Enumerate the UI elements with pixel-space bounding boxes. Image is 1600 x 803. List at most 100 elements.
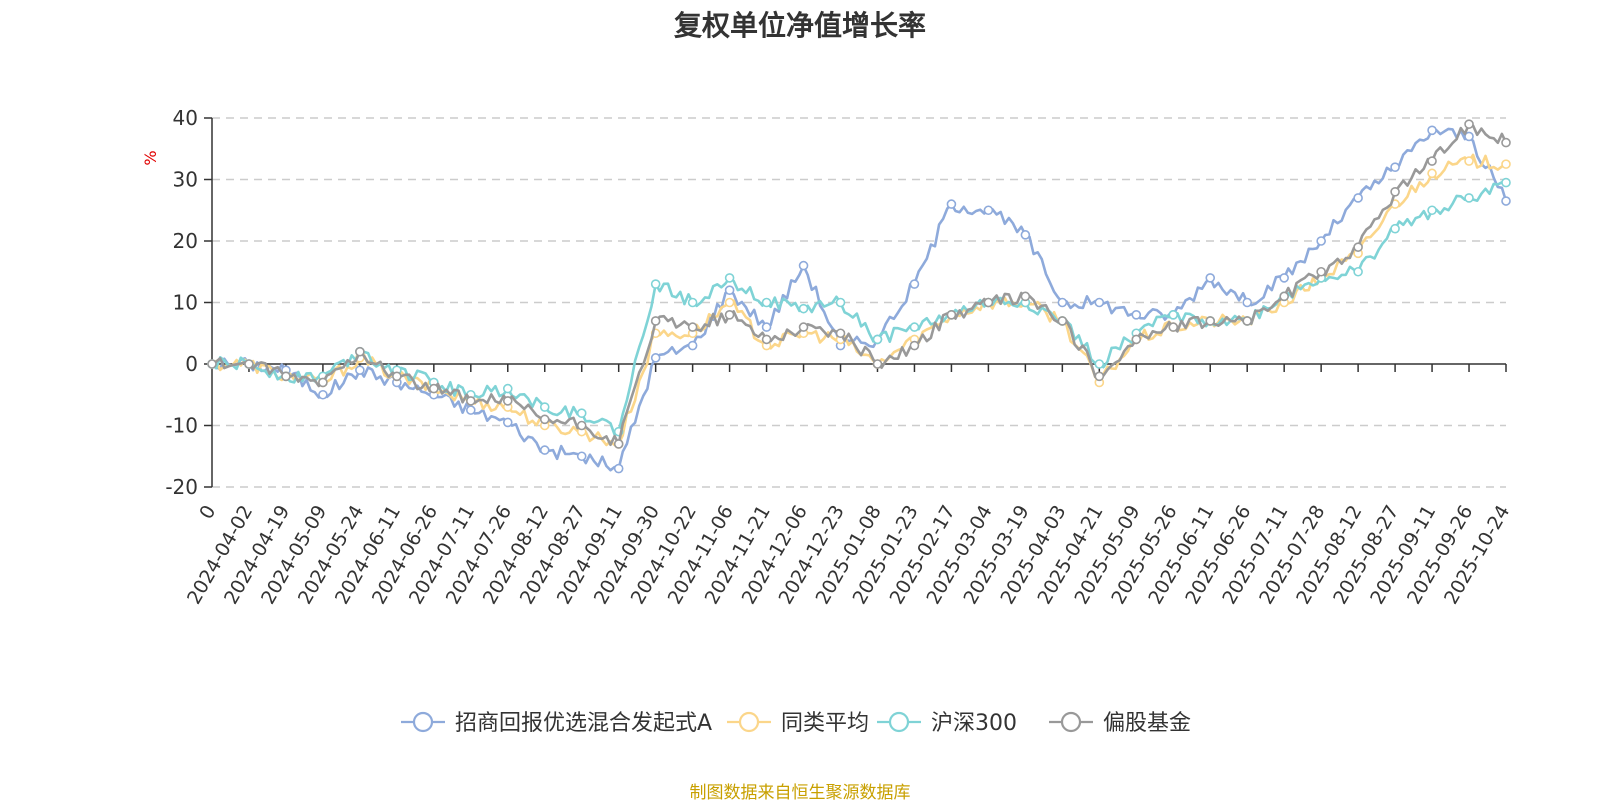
data-point bbox=[909, 279, 920, 289]
data-point bbox=[983, 205, 994, 216]
data-point bbox=[1057, 316, 1068, 326]
data-point bbox=[429, 383, 439, 394]
data-point bbox=[835, 297, 846, 308]
data-point bbox=[1501, 196, 1511, 206]
data-point bbox=[1205, 273, 1216, 283]
data-point bbox=[1094, 359, 1105, 369]
legend-label: 偏股基金 bbox=[1103, 711, 1191, 736]
data-point bbox=[576, 408, 587, 419]
legend-marker-icon bbox=[888, 711, 910, 733]
y-tick-label: 0 bbox=[185, 352, 198, 376]
data-point bbox=[539, 402, 550, 412]
legend-label: 招商回报优选混合发起式A bbox=[455, 711, 712, 736]
data-point bbox=[1427, 205, 1437, 216]
data-point bbox=[502, 396, 513, 406]
data-point bbox=[687, 297, 698, 308]
data-point bbox=[724, 297, 735, 308]
data-point bbox=[539, 445, 550, 455]
data-point bbox=[318, 377, 328, 388]
data-point bbox=[1316, 266, 1326, 277]
legend-marker-icon bbox=[412, 711, 434, 733]
data-point bbox=[1316, 236, 1326, 246]
data-point bbox=[1464, 156, 1474, 166]
data-point bbox=[1464, 193, 1474, 203]
data-point bbox=[872, 359, 883, 369]
data-point bbox=[1131, 334, 1142, 345]
legend-marker-icon bbox=[1060, 711, 1082, 733]
data-point bbox=[650, 316, 661, 326]
data-point bbox=[724, 285, 735, 296]
legend-item[interactable]: 同类平均 bbox=[727, 711, 869, 736]
data-point bbox=[983, 297, 994, 308]
source-note: 制图数据来自恒生聚源数据库 bbox=[689, 783, 911, 803]
data-point bbox=[761, 322, 772, 332]
axes: -20-10010203040%02024-04-022024-04-19202… bbox=[141, 106, 1514, 608]
data-point bbox=[724, 309, 735, 320]
legend-label: 同类平均 bbox=[781, 711, 869, 736]
legend-item[interactable]: 沪深300 bbox=[877, 711, 1017, 736]
series-line bbox=[211, 153, 1507, 447]
data-point bbox=[909, 322, 920, 332]
y-tick-label: 20 bbox=[173, 229, 198, 253]
data-point bbox=[946, 309, 957, 320]
data-point bbox=[1464, 119, 1474, 129]
data-point bbox=[1427, 125, 1437, 136]
data-point bbox=[1353, 193, 1363, 203]
data-point bbox=[1390, 223, 1400, 234]
data-point bbox=[761, 297, 772, 308]
data-point bbox=[355, 365, 365, 375]
series-line bbox=[211, 122, 1508, 447]
data-point bbox=[687, 340, 698, 351]
data-point bbox=[798, 322, 809, 332]
data-point bbox=[613, 463, 624, 474]
data-point bbox=[281, 371, 291, 382]
data-point bbox=[392, 371, 402, 382]
data-point bbox=[1464, 131, 1474, 142]
data-point bbox=[576, 420, 587, 431]
x-tick-label: 0 bbox=[195, 502, 220, 523]
data-point bbox=[1094, 371, 1105, 382]
data-point bbox=[1242, 316, 1252, 326]
data-point bbox=[650, 353, 661, 363]
data-point bbox=[1131, 309, 1142, 320]
legend-label: 沪深300 bbox=[931, 711, 1017, 736]
data-point bbox=[1279, 291, 1289, 302]
data-point bbox=[1094, 297, 1105, 308]
chart-title: 复权单位净值增长率 bbox=[673, 9, 926, 42]
data-point bbox=[318, 389, 328, 400]
legend-item[interactable]: 招商回报优选混合发起式A bbox=[401, 711, 712, 736]
data-point bbox=[613, 439, 624, 449]
data-point bbox=[724, 273, 735, 283]
data-point bbox=[761, 334, 772, 345]
data-point bbox=[1501, 177, 1511, 188]
data-point bbox=[1168, 322, 1179, 332]
data-point bbox=[687, 322, 698, 332]
series-lines bbox=[207, 119, 1511, 474]
grid-lines bbox=[212, 117, 1506, 488]
data-point bbox=[798, 260, 809, 271]
data-point bbox=[1427, 156, 1437, 166]
data-point bbox=[502, 383, 513, 394]
data-point bbox=[1057, 297, 1068, 308]
data-point bbox=[909, 340, 920, 351]
data-point bbox=[1168, 309, 1179, 320]
data-point bbox=[244, 359, 254, 369]
data-point bbox=[576, 451, 587, 462]
data-point bbox=[1390, 162, 1400, 172]
data-point bbox=[1020, 230, 1031, 240]
series-line bbox=[211, 181, 1507, 436]
y-tick-label: -20 bbox=[165, 475, 198, 499]
data-point bbox=[1205, 316, 1216, 326]
data-point bbox=[1501, 137, 1511, 148]
legend[interactable]: 招商回报优选混合发起式A 同类平均 沪深300 偏股基金 bbox=[401, 711, 1191, 736]
legend-item[interactable]: 偏股基金 bbox=[1049, 711, 1191, 736]
y-tick-label: 10 bbox=[173, 291, 198, 315]
data-point bbox=[539, 414, 550, 425]
series-line bbox=[211, 127, 1508, 472]
data-point bbox=[872, 334, 883, 345]
y-tick-label: -10 bbox=[165, 414, 198, 438]
data-point bbox=[650, 279, 661, 289]
data-point bbox=[835, 328, 846, 339]
legend-marker-icon bbox=[738, 711, 760, 733]
data-point bbox=[1020, 291, 1031, 302]
